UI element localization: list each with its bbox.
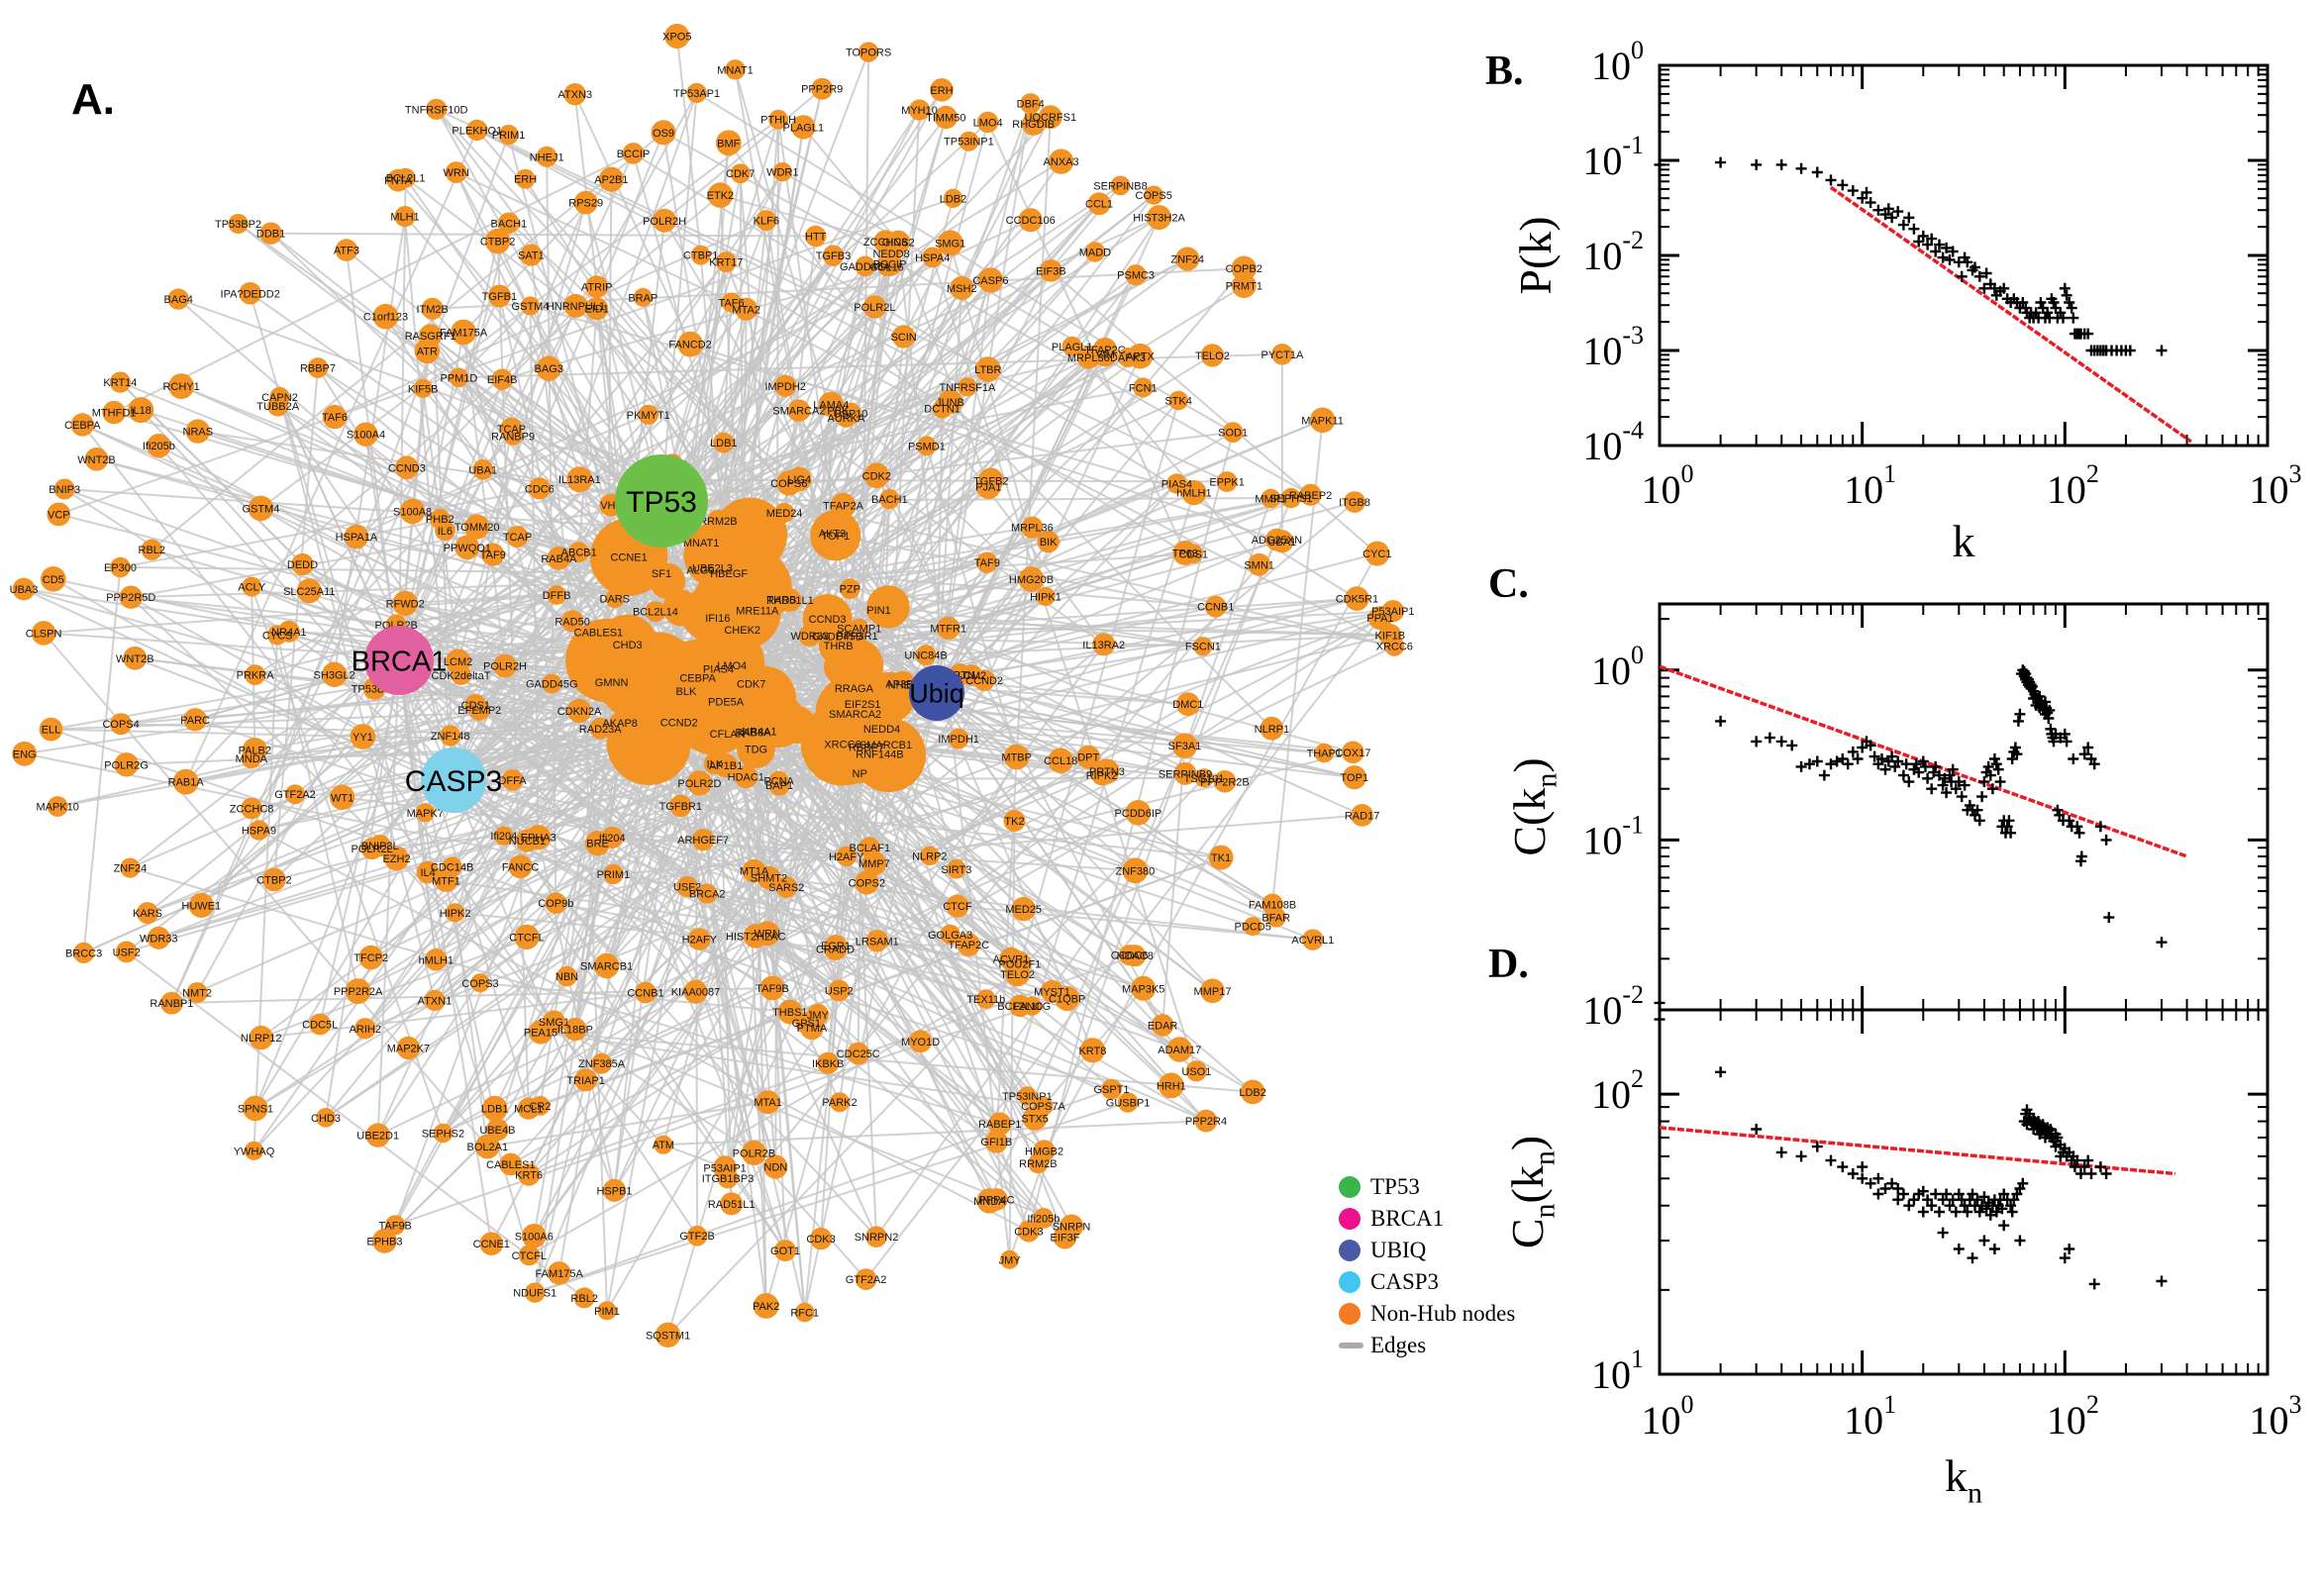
svg-text:10-2: 10-2 [1582,980,1644,1033]
legend-brca1-label: BRCA1 [1370,1206,1445,1231]
chart-d-ticks [1658,1009,2270,1376]
chart-d-xtick-labels: 100 101 102 103 [1642,1390,2302,1443]
panel-c-label: C. [1488,561,1529,607]
svg-text:100: 100 [1591,36,1644,88]
legend-ubiq-swatch [1339,1240,1361,1261]
chart-b-ytick-labels: 10-4 10-3 10-2 10-1 100 [1582,36,1644,468]
chart-d-scatter-points [1654,1014,2168,1290]
legend-item-brca1: BRCA1 [1339,1203,1515,1235]
svg-text:100: 100 [1591,641,1644,693]
legend-item-nonhub: Non-Hub nodes [1339,1298,1515,1330]
chart-b-xtick-labels: 100 101 102 103 [1642,459,2302,512]
chart-c-ytick-labels: 10-2 10-1 100 [1582,641,1644,1033]
svg-text:10-2: 10-2 [1582,226,1644,278]
hub-node-tp53: TP53 [615,454,708,548]
chart-d-frame [1658,1008,2270,1376]
chart-d-yaxis-title: Cn(kn) [1502,1136,1561,1248]
panel-b-label: B. [1485,49,1524,94]
svg-text:10-1: 10-1 [1582,810,1644,862]
chart-b-fit-line [1829,185,2192,444]
chart-c-scatter-points [1654,664,2168,1009]
network-hub-nodes: TP53 BRCA1 Ubiq CASP3 [352,454,964,813]
network-node-labels: TCAPIfi204H2AFYZCCHC8CDS1hMLH1MRPL36BAP1… [10,32,1415,1343]
svg-text:10-1: 10-1 [1582,131,1644,183]
svg-text:10-4: 10-4 [1582,416,1644,468]
panel-d-label: D. [1488,942,1529,987]
legend-nonhub-swatch [1339,1303,1361,1325]
legend-casp3-swatch [1339,1271,1361,1293]
chart-b-yaxis-title: P(k) [1510,216,1561,294]
legend-casp3-label: CASP3 [1370,1269,1440,1294]
svg-text:101: 101 [1591,1345,1644,1397]
hub-node-ubiq: Ubiq [909,665,964,721]
svg-text:102: 102 [2047,459,2099,512]
legend-item-tp53: TP53 [1339,1171,1515,1203]
chart-b: 10-4 10-3 10-2 10-1 100 100 101 102 103 k P(k) [1510,36,2302,566]
legend-item-ubiq: UBIQ [1339,1235,1515,1266]
svg-text:101: 101 [1844,459,1896,512]
svg-text:101: 101 [1844,1390,1896,1443]
chart-c-yaxis-title: C(kn) [1504,757,1563,855]
legend-tp53-swatch [1339,1176,1361,1198]
network-graph: TCAPIfi204H2AFYZCCHC8CDS1hMLH1MRPL36BAP1… [10,23,1415,1348]
chart-c-frame [1658,602,2270,1012]
svg-text:103: 103 [2250,1390,2302,1443]
chart-b-xaxis-title: k [1953,516,1975,566]
chart-c-ticks [1658,604,2270,1012]
legend-edges-label: Edges [1370,1333,1427,1357]
chart-d-ytick-labels: 101 102 [1591,1064,1644,1397]
svg-text:10-3: 10-3 [1582,321,1644,373]
legend-brca1-swatch [1339,1208,1361,1230]
network-legend: TP53 BRCA1 UBIQ CASP3 Non-Hub nodes Edges [1339,1171,1515,1361]
panel-a-label: A. [71,75,115,124]
network-nodes [12,23,1405,1348]
legend-tp53-label: TP53 [1370,1174,1420,1199]
svg-text:103: 103 [2250,459,2302,512]
legend-item-casp3: CASP3 [1339,1266,1515,1298]
legend-nonhub-label: Non-Hub nodes [1370,1301,1516,1326]
svg-text:100: 100 [1642,1390,1694,1443]
svg-text:102: 102 [2047,1390,2099,1443]
legend-edges-swatch [1339,1343,1364,1348]
svg-text:102: 102 [1591,1064,1644,1117]
chart-c: 10-2 10-1 100 C(kn) [1504,602,2270,1033]
legend-ubiq-label: UBIQ [1370,1238,1427,1262]
chart-b-ticks [1658,63,2270,448]
legend-item-edges: Edges [1339,1330,1515,1361]
chart-b-scatter-points [1654,156,2168,356]
svg-text:100: 100 [1642,459,1694,512]
hub-node-brca1: BRCA1 [352,626,447,695]
hub-node-casp3: CASP3 [405,748,502,813]
chart-d-xaxis-title: kn [1945,1450,1982,1509]
